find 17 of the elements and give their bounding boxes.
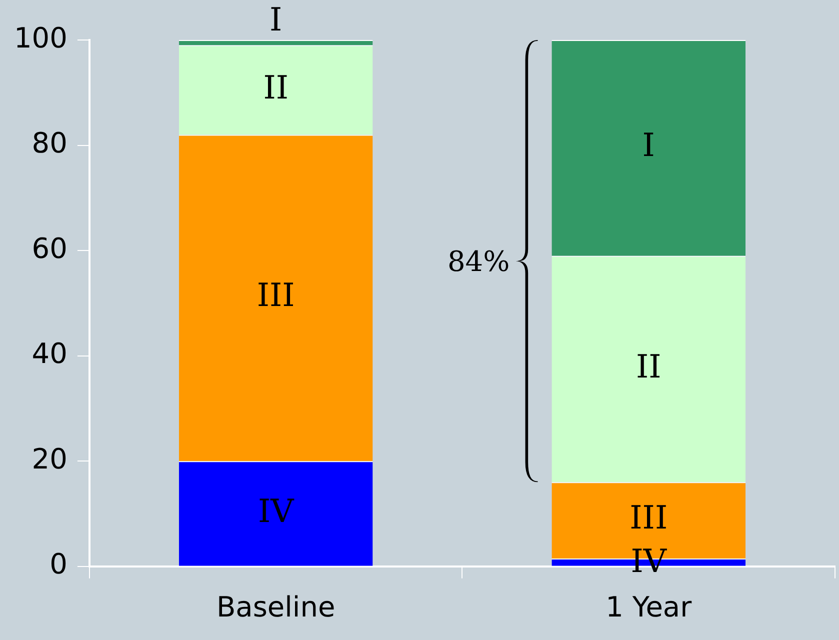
- y-tick-label: 0: [50, 548, 68, 581]
- y-tick-label: 40: [32, 337, 68, 370]
- y-tick-label: 80: [32, 126, 68, 160]
- series-label: II: [263, 68, 288, 106]
- series-label: IV: [630, 542, 668, 580]
- x-tick-label: Baseline: [216, 590, 336, 624]
- text: I: [642, 126, 655, 164]
- text: II: [636, 347, 662, 386]
- series-label: III: [630, 498, 668, 537]
- y-tick-label: 20: [32, 442, 68, 476]
- y-tick-label: 100: [14, 21, 68, 54]
- x-tick-label: 1 Year: [606, 590, 692, 624]
- text: III: [256, 276, 295, 314]
- annotation: 84%: [447, 245, 510, 278]
- y-tick-label: 60: [32, 232, 68, 265]
- text: IV: [258, 492, 294, 530]
- series-label: I: [270, 0, 282, 38]
